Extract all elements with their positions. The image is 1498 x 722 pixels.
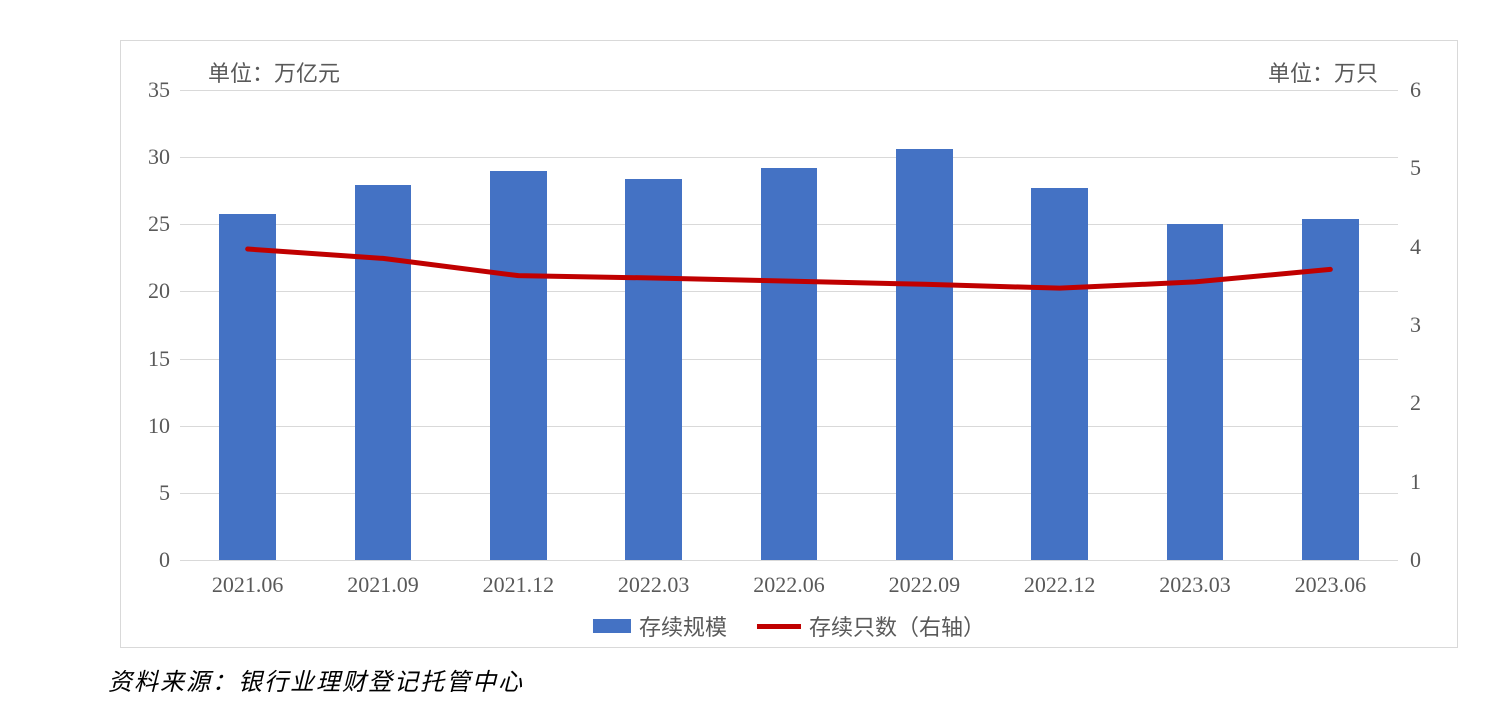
x-tick-label: 2023.03: [1159, 572, 1231, 598]
bar: [761, 168, 818, 560]
legend: 存续规模 存续只数（右轴）: [593, 610, 985, 642]
source-label: 资料来源：银行业理财登记托管中心: [108, 662, 524, 697]
gridline: [180, 90, 1398, 91]
y-right-tick-label: 2: [1410, 390, 1421, 416]
gridline: [180, 157, 1398, 158]
y-left-tick-label: 35: [148, 77, 170, 103]
bar: [1167, 224, 1224, 560]
y-left-tick-label: 10: [148, 413, 170, 439]
legend-item-line: 存续只数（右轴）: [757, 610, 985, 642]
legend-swatch-bar: [593, 619, 631, 633]
legend-item-bar: 存续规模: [593, 610, 727, 642]
legend-label-line: 存续只数（右轴）: [809, 610, 985, 642]
y-right-tick-label: 6: [1410, 77, 1421, 103]
x-tick-label: 2021.12: [483, 572, 555, 598]
y-left-tick-label: 25: [148, 211, 170, 237]
chart-container: 单位：万亿元 单位：万只 存续规模 存续只数（右轴） 资料来源：银行业理财登记托…: [20, 20, 1478, 702]
x-tick-label: 2022.03: [618, 572, 690, 598]
x-tick-label: 2021.06: [212, 572, 284, 598]
bar: [1031, 188, 1088, 560]
x-tick-label: 2022.09: [889, 572, 961, 598]
bar: [219, 214, 276, 560]
y-right-tick-label: 4: [1410, 234, 1421, 260]
y-left-tick-label: 30: [148, 144, 170, 170]
y-left-tick-label: 5: [159, 480, 170, 506]
y-left-tick-label: 15: [148, 346, 170, 372]
legend-label-bar: 存续规模: [639, 610, 727, 642]
plot-area: [180, 90, 1398, 560]
bar: [355, 185, 412, 560]
right-unit-label: 单位：万只: [1268, 56, 1378, 88]
left-unit-label: 单位：万亿元: [208, 56, 340, 88]
y-right-tick-label: 1: [1410, 469, 1421, 495]
y-left-tick-label: 0: [159, 547, 170, 573]
x-tick-label: 2022.12: [1024, 572, 1096, 598]
bar: [1302, 219, 1359, 560]
gridline: [180, 560, 1398, 561]
legend-swatch-line: [757, 624, 801, 629]
bar: [896, 149, 953, 560]
x-tick-label: 2022.06: [753, 572, 825, 598]
x-tick-label: 2021.09: [347, 572, 419, 598]
y-right-tick-label: 0: [1410, 547, 1421, 573]
x-tick-label: 2023.06: [1295, 572, 1367, 598]
y-right-tick-label: 3: [1410, 312, 1421, 338]
y-left-tick-label: 20: [148, 278, 170, 304]
y-right-tick-label: 5: [1410, 155, 1421, 181]
bar: [625, 179, 682, 560]
bar: [490, 171, 547, 560]
